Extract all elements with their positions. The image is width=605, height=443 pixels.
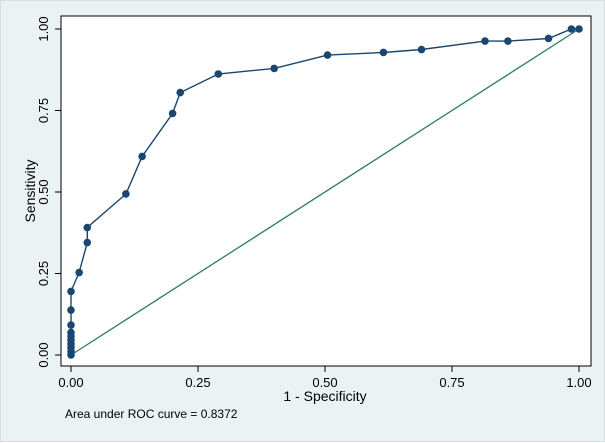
roc-markers-group — [67, 25, 583, 359]
roc-point — [214, 70, 223, 78]
roc-point — [75, 268, 83, 277]
y-axis-label: Sensitivity — [22, 159, 38, 222]
roc-point — [270, 64, 279, 73]
roc-point — [323, 51, 332, 59]
roc-point — [67, 287, 75, 296]
x-axis: 0.00 0.25 0.50 0.75 1.00 — [58, 366, 592, 390]
y-tick-label: 0.25 — [36, 261, 51, 286]
roc-point — [83, 238, 92, 247]
roc-point — [417, 45, 426, 54]
y-tick-label: 0.50 — [36, 179, 51, 204]
roc-point — [481, 37, 489, 45]
roc-point — [67, 306, 75, 314]
roc-point — [504, 37, 512, 45]
y-tick-label: 0.00 — [36, 342, 51, 367]
x-tick-label: 0.25 — [185, 375, 210, 390]
roc-point — [575, 25, 583, 33]
x-tick-label: 1.00 — [566, 375, 591, 390]
y-tick-label: 0.75 — [36, 98, 51, 123]
x-tick-label: 0.00 — [58, 375, 83, 390]
roc-point — [176, 88, 185, 97]
roc-point — [83, 223, 92, 232]
roc-point — [138, 152, 146, 161]
reference-line — [70, 28, 580, 356]
roc-point — [567, 25, 576, 33]
roc-point — [379, 48, 388, 57]
auc-annotation: Area under ROC curve = 0.8372 — [65, 407, 238, 421]
roc-point — [67, 321, 75, 329]
roc-point — [168, 109, 177, 118]
x-tick-label: 0.75 — [439, 375, 464, 390]
roc-point — [122, 190, 130, 198]
x-tick-label: 0.50 — [312, 375, 337, 390]
reference-line-group — [70, 28, 580, 356]
y-axis: 0.00 0.25 0.50 0.75 1.00 — [36, 16, 61, 368]
roc-point — [67, 328, 75, 337]
x-axis-label: 1 - Specificity — [283, 388, 366, 404]
roc-point — [544, 34, 553, 43]
y-tick-label: 1.00 — [36, 16, 51, 41]
